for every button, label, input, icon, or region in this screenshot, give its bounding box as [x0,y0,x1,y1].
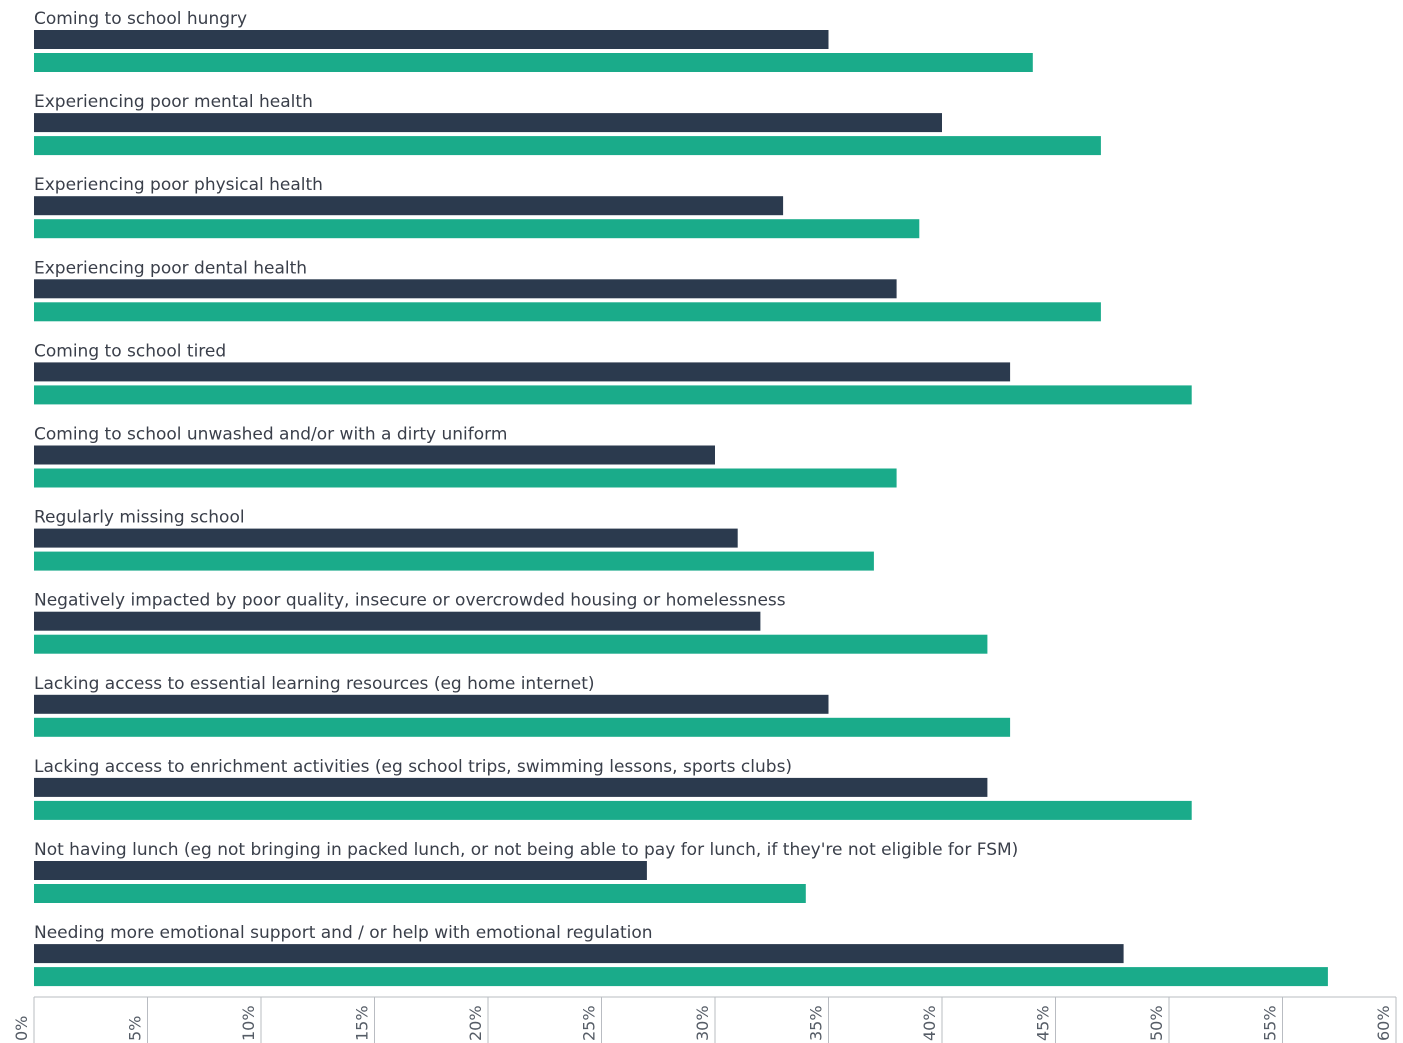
category-label: Lacking access to enrichment activities … [34,757,792,777]
bar-series-1 [34,30,829,49]
bar-series-2 [34,717,1011,737]
bar-series-2 [34,551,874,571]
bar-series-2 [34,884,806,903]
bar-series-1 [34,113,942,133]
category-label: Lacking access to essential learning res… [34,674,595,694]
category-label: Coming to school hungry [34,9,247,29]
bar-series-2 [34,967,1328,987]
bar-series-1 [34,694,829,714]
category-label: Not having lunch (eg not bringing in pac… [34,840,1018,860]
category-label: Experiencing poor dental health [34,258,307,278]
bar-series-2 [34,385,1192,405]
category-label: Negatively impacted by poor quality, ins… [34,591,786,611]
category-labels-layer: Coming to school hungry Experiencing poor… [34,9,1018,943]
x-tick-label: 5% [126,1016,145,1041]
bar-series-2 [34,634,988,654]
bar-series-2 [34,136,1101,156]
category-label: Regularly missing school [34,508,245,528]
bar-series-2 [34,53,1033,72]
x-tick-label: 15% [353,1005,372,1041]
bar-series-1 [34,611,761,631]
bar-series-1 [34,528,738,548]
category-label: Experiencing poor physical health [34,175,323,195]
x-tick-label: 50% [1147,1005,1166,1041]
bar-series-2 [34,800,1192,820]
x-tick-label: 35% [807,1005,826,1041]
category-label: Experiencing poor mental health [34,92,313,112]
bars-layer [34,30,1328,987]
bar-series-1 [34,445,715,465]
x-tick-label: 10% [239,1005,258,1041]
x-tick-label: 60% [1374,1005,1393,1041]
category-label: Coming to school unwashed and/or with a … [34,425,507,445]
category-label: Coming to school tired [34,341,226,361]
bar-series-1 [34,362,1011,382]
x-tick-label: 20% [466,1005,485,1041]
bar-series-1 [34,861,647,880]
x-tick-label: 0% [12,1016,31,1041]
x-tick-label: 25% [580,1005,599,1041]
x-tick-label: 30% [693,1005,712,1041]
x-tick-label: 40% [920,1005,939,1041]
bar-series-1 [34,279,897,299]
x-axis: 0% 5% 10% 15% 20% 25% 30% 35% 40% 45% 50% 55% 60% [12,996,1397,1043]
bar-series-1 [34,944,1124,964]
category-label: Needing more emotional support and / or … [34,923,653,943]
bar-series-1 [34,196,784,216]
bar-series-1 [34,777,988,797]
bar-series-2 [34,219,920,239]
x-tick-label: 45% [1034,1005,1053,1041]
bar-series-2 [34,468,897,488]
x-tick-label: 55% [1261,1005,1280,1041]
bar-series-2 [34,302,1101,322]
